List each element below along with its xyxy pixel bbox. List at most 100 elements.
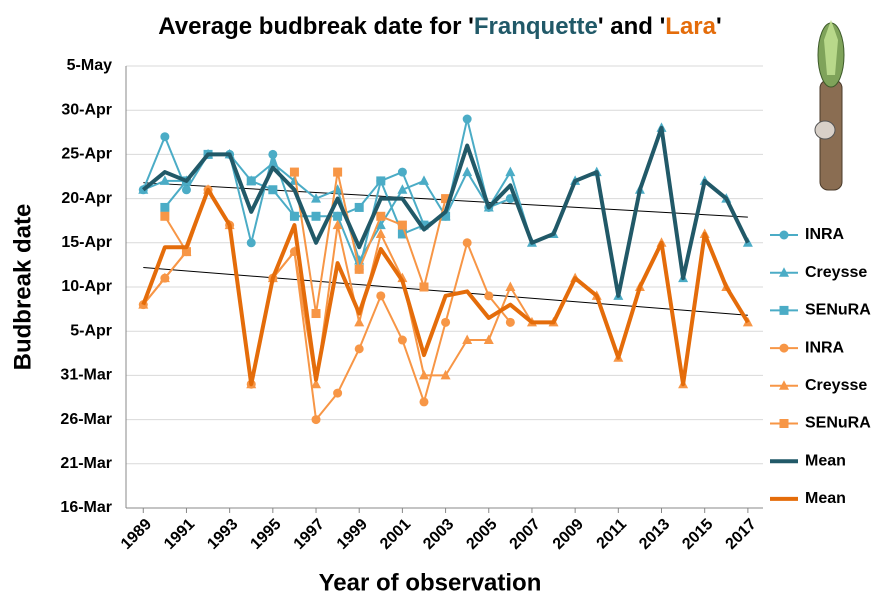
point — [354, 264, 364, 274]
y-tick-label: 21-Mar — [60, 455, 112, 472]
x-tick-label: 2015 — [679, 516, 716, 553]
x-tick-label: 2017 — [723, 516, 760, 553]
legend-marker — [779, 230, 789, 240]
x-tick-label: 1995 — [247, 516, 284, 553]
y-tick-label: 26-Mar — [60, 411, 112, 428]
point — [160, 132, 170, 142]
x-tick-label: 1993 — [204, 516, 241, 553]
y-tick-label: 31-Mar — [60, 367, 112, 384]
legend-label: INRA — [805, 339, 845, 356]
y-tick-label: 25-Apr — [61, 146, 112, 163]
y-tick-label: 10-Apr — [61, 278, 112, 295]
trend-line — [143, 267, 748, 316]
x-tick-label: 2001 — [377, 516, 414, 553]
point — [181, 185, 191, 195]
point — [354, 202, 364, 212]
chart-title: Average budbreak date for 'Franquette' a… — [158, 13, 721, 40]
point — [375, 219, 386, 230]
point — [397, 220, 407, 230]
point — [483, 334, 494, 345]
point — [441, 211, 451, 221]
x-tick-label: 2007 — [507, 516, 544, 553]
legend-label: Mean — [805, 490, 846, 507]
point — [267, 157, 278, 168]
point — [376, 291, 386, 301]
point — [462, 114, 472, 124]
legend-label: Creysse — [805, 264, 867, 281]
point — [440, 369, 451, 380]
x-tick-label: 2011 — [594, 516, 631, 553]
point — [419, 397, 429, 407]
point — [397, 335, 407, 345]
point — [246, 238, 256, 248]
point — [397, 184, 408, 194]
point — [333, 211, 343, 221]
legend-label: Mean — [805, 452, 846, 469]
point — [419, 220, 429, 230]
title-part: Average budbreak date for ' — [158, 13, 474, 40]
point — [441, 194, 451, 204]
point — [311, 211, 321, 221]
y-tick-label: 20-Apr — [61, 190, 112, 207]
series-line — [141, 187, 750, 387]
series-line — [142, 125, 750, 298]
point — [376, 176, 386, 186]
point — [505, 281, 516, 291]
point — [505, 166, 516, 177]
legend-marker — [779, 380, 789, 390]
x-tick-label: 2003 — [420, 516, 457, 553]
legend-label: SENuRA — [805, 302, 871, 319]
point — [246, 176, 256, 186]
title-part: Franquette — [474, 13, 598, 40]
point — [441, 317, 451, 327]
y-tick-label: 30-Apr — [61, 101, 112, 118]
point — [419, 282, 429, 292]
point — [354, 344, 364, 354]
x-tick-label: 1991 — [161, 516, 198, 553]
y-axis-label: Budbreak date — [9, 204, 36, 371]
point — [332, 219, 343, 230]
point — [462, 166, 473, 177]
x-tick-label: 2005 — [463, 516, 500, 553]
legend-label: INRA — [805, 226, 845, 243]
title-part: ' and ' — [598, 13, 665, 40]
point — [376, 211, 386, 221]
point — [268, 149, 278, 159]
y-tick-label: 16-Mar — [60, 499, 112, 516]
point — [418, 369, 429, 380]
y-tick-label: 5-Apr — [70, 322, 112, 339]
x-tick-label: 1997 — [291, 516, 328, 553]
bud-illustration — [814, 20, 845, 191]
legend-marker — [779, 305, 789, 315]
title-part: ' — [716, 13, 722, 40]
point — [289, 167, 299, 177]
point — [375, 228, 386, 238]
point — [160, 202, 170, 212]
x-tick-label: 1999 — [334, 516, 371, 553]
point — [289, 211, 299, 221]
point — [418, 175, 429, 185]
point — [505, 317, 515, 327]
point — [462, 238, 472, 248]
point — [181, 247, 191, 257]
point — [311, 378, 322, 389]
x-tick-label: 2009 — [550, 516, 587, 553]
x-tick-label: 2013 — [636, 516, 673, 553]
legend-label: Creysse — [805, 377, 867, 394]
legend-marker — [779, 343, 789, 353]
point — [484, 291, 494, 301]
y-tick-label: 15-Apr — [61, 234, 112, 251]
x-axis-label: Year of observation — [319, 569, 542, 596]
point — [311, 193, 322, 203]
y-tick-label: 5-May — [67, 57, 112, 74]
point — [333, 388, 343, 398]
point — [333, 167, 343, 177]
point — [311, 309, 321, 319]
point — [159, 272, 170, 283]
point — [160, 211, 170, 221]
title-part: Lara — [665, 13, 716, 40]
point — [397, 167, 407, 177]
point — [268, 185, 278, 195]
